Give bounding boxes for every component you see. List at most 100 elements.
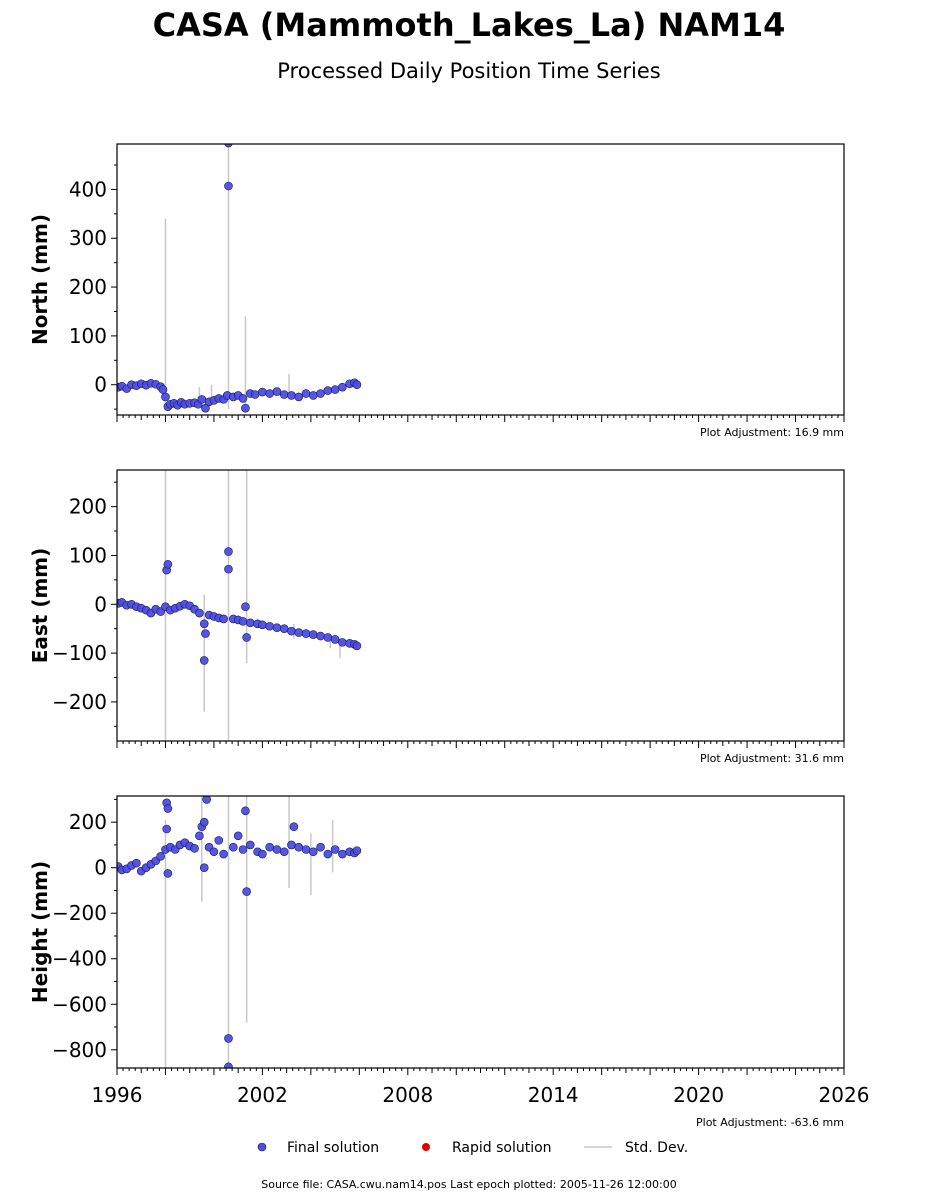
- height-frame: [116, 795, 845, 1069]
- height-data-point: [156, 852, 165, 861]
- height-xtick-label: 2014: [528, 1083, 579, 1107]
- height-data-point: [162, 824, 171, 834]
- east-data-point: [199, 619, 209, 629]
- north-ytick-label: 100: [69, 324, 107, 348]
- north-data-point: [161, 392, 170, 402]
- height-data-point: [294, 842, 304, 852]
- height-ytick-label: −400: [52, 947, 107, 971]
- height-data-point: [301, 845, 311, 854]
- height-xtick-label: 2008: [382, 1083, 433, 1107]
- east-data-point: [338, 638, 347, 647]
- height-data-point: [245, 840, 255, 850]
- height-data-point: [233, 831, 243, 841]
- height-ytick-label: −200: [52, 901, 107, 925]
- north-data-point: [158, 385, 168, 394]
- height-xtick-label: 2002: [237, 1083, 288, 1107]
- east-ytick-label: 100: [69, 543, 107, 567]
- north-data-point: [197, 395, 207, 404]
- east-data-point: [301, 629, 311, 638]
- height-data-point: [224, 1062, 233, 1068]
- east-data-point: [258, 620, 267, 630]
- height-data-point: [214, 836, 224, 845]
- chart-title: CASA (Mammoth_Lakes_La) NAM14: [153, 6, 786, 44]
- footer-source: Source file: CASA.cwu.nam14.pos Last epo…: [261, 1178, 676, 1191]
- north-data-point: [238, 394, 248, 403]
- height-ytick-label: −600: [52, 992, 107, 1016]
- legend-rapid-label: Rapid solution: [452, 1140, 552, 1156]
- height-data-point: [330, 845, 340, 854]
- east-data-point: [323, 633, 333, 642]
- east-data-point: [199, 656, 209, 665]
- east-plot-area: [117, 470, 362, 741]
- north-data-point: [294, 392, 304, 402]
- height-data-point: [287, 840, 296, 850]
- north-data-point: [323, 386, 333, 395]
- north-data-point: [338, 382, 347, 392]
- height-ytick-label: 200: [69, 810, 107, 834]
- height-adjustment-label: Plot Adjustment: -63.6 mm: [696, 1116, 844, 1129]
- panels: 0 100 200 300 400 North (mm) Plot Adjustment: …: [28, 143, 869, 1129]
- height-data-point: [338, 849, 347, 859]
- height-data-point: [195, 831, 204, 841]
- north-ytick-label: 300: [69, 226, 107, 250]
- east-data-point: [279, 624, 289, 633]
- chart-subtitle: Processed Daily Position Time Series: [277, 59, 661, 83]
- height-data-point: [352, 846, 362, 855]
- east-data-point: [272, 623, 282, 633]
- north-data-point: [330, 385, 340, 394]
- north-data-point: [258, 387, 267, 397]
- east-ytick-label: 0: [94, 592, 107, 616]
- north-data-point: [301, 389, 311, 398]
- legend-final-marker: [257, 1142, 267, 1152]
- height-data-point: [242, 887, 251, 896]
- height-xtick-label: 2026: [819, 1083, 870, 1107]
- north-data-point: [265, 389, 274, 398]
- north-data-point: [308, 391, 318, 400]
- height-data-point: [265, 842, 274, 852]
- height-xtick-label: 2020: [673, 1083, 724, 1107]
- east-data-point: [241, 602, 250, 612]
- height-data-point: [316, 842, 325, 852]
- north-data-point: [224, 144, 233, 148]
- north-adjustment-label: Plot Adjustment: 16.9 mm: [700, 426, 844, 439]
- height-data-point: [279, 847, 289, 857]
- north-data-point: [352, 380, 362, 390]
- height-data-point: [190, 844, 199, 853]
- height-data-point: [163, 869, 173, 878]
- east-data-point: [294, 628, 304, 637]
- north-data-point: [201, 403, 210, 413]
- east-data-point: [224, 564, 233, 574]
- east-ylabel: East (mm): [28, 548, 52, 664]
- north-ytick-label: 200: [69, 275, 107, 299]
- height-data-point: [132, 858, 141, 868]
- north-data-point: [279, 390, 289, 399]
- east-data-point: [238, 617, 248, 626]
- north-plot-area: [117, 144, 362, 413]
- height-data-point: [323, 849, 333, 859]
- height-data-point: [199, 863, 209, 872]
- height-data-point: [199, 817, 209, 827]
- east-panel: −200 −100 0 100 200 East (mm) Plot Adjustment:…: [28, 469, 845, 765]
- height-data-point: [238, 845, 248, 854]
- east-data-point: [201, 629, 210, 638]
- height-xtick-label: 1996: [92, 1083, 143, 1107]
- legend-std-label: Std. Dev.: [625, 1140, 688, 1156]
- height-data-point: [163, 804, 173, 813]
- height-panel: −800 −600 −400 −200 0 200 1996 2002 2008 2014 2020…: [28, 795, 869, 1129]
- height-data-point: [202, 796, 211, 804]
- north-ytick-label: 0: [94, 373, 107, 397]
- east-ytick-label: 200: [69, 495, 107, 519]
- legend-rapid-marker: [422, 1143, 430, 1151]
- height-data-point: [209, 847, 219, 857]
- north-data-point: [224, 181, 233, 191]
- east-data-point: [163, 559, 173, 569]
- east-data-point: [316, 631, 325, 641]
- legend-final-label: Final solution: [287, 1140, 379, 1156]
- east-data-point: [330, 635, 340, 644]
- east-data-point: [287, 626, 296, 636]
- east-data-point: [352, 641, 362, 651]
- east-data-point: [224, 547, 233, 556]
- east-ytick-label: −100: [52, 641, 107, 665]
- east-data-point: [308, 630, 318, 639]
- height-ytick-label: −800: [52, 1038, 107, 1062]
